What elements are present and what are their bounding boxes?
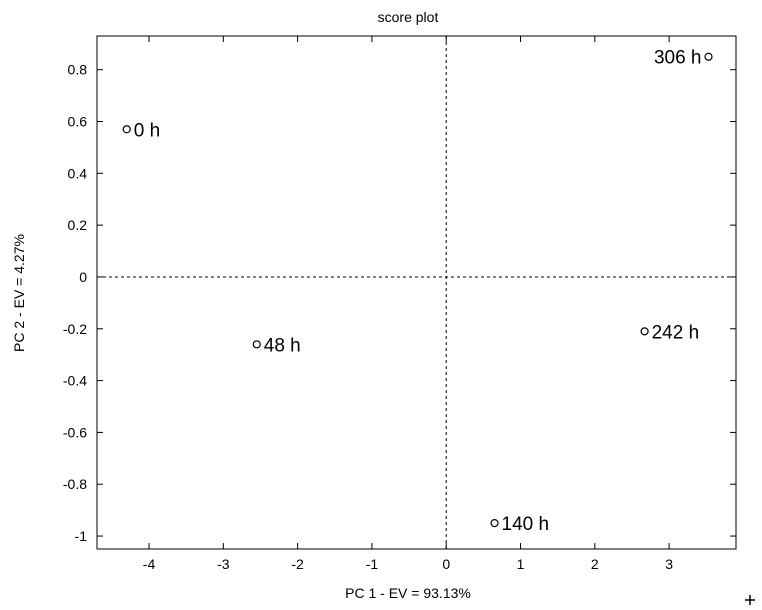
y-axis-title: PC 2 - EV = 4.27% [11, 234, 27, 352]
x-axis-title: PC 1 - EV = 93.13% [345, 585, 471, 601]
x-tick-label: 0 [442, 556, 450, 572]
chart-title: score plot [378, 9, 439, 25]
y-tick-label: -0.8 [63, 476, 87, 492]
plot-area-frame [96, 35, 737, 550]
y-tick-label: -0.4 [63, 373, 87, 389]
score-point-marker [490, 518, 499, 528]
x-tick-label: -1 [366, 556, 379, 572]
score-point-label: 306 h [654, 48, 702, 69]
score-points: 0 h 48 h 140 h 242 h 306 h [122, 48, 713, 535]
y-tick-label: 0.6 [68, 114, 88, 130]
score-point-marker [640, 327, 649, 336]
y-axis-ticks: -1 -0.8 -0.6 -0.4 -0.2 0 0.2 0.4 0.6 0.8 [63, 62, 736, 544]
score-point-label: 140 h [502, 514, 550, 535]
score-point-label: 0 h [134, 120, 160, 141]
cursor-crosshair-icon [745, 595, 755, 605]
x-axis-ticks: -4 -3 -2 -1 0 1 2 3 [143, 36, 673, 572]
y-tick-label: -0.6 [63, 424, 87, 440]
x-tick-label: -3 [217, 556, 230, 572]
score-point-marker [122, 125, 131, 134]
score-point-label: 242 h [652, 322, 700, 343]
y-tick-label: 0.8 [68, 62, 88, 78]
x-tick-label: 1 [517, 556, 525, 572]
y-tick-label: 0.4 [68, 165, 88, 181]
y-tick-label: -1 [75, 528, 88, 544]
y-tick-label: -0.2 [63, 321, 87, 337]
score-point-marker [704, 52, 713, 61]
zero-reference-lines [97, 36, 736, 549]
score-point-label: 48 h [264, 335, 301, 356]
x-tick-label: 2 [591, 556, 599, 572]
x-tick-label: -2 [291, 556, 304, 572]
score-point-marker [252, 340, 261, 349]
x-tick-label: 3 [665, 556, 673, 572]
y-tick-label: 0 [79, 269, 87, 285]
x-tick-label: -4 [143, 556, 156, 572]
y-tick-label: 0.2 [68, 217, 88, 233]
